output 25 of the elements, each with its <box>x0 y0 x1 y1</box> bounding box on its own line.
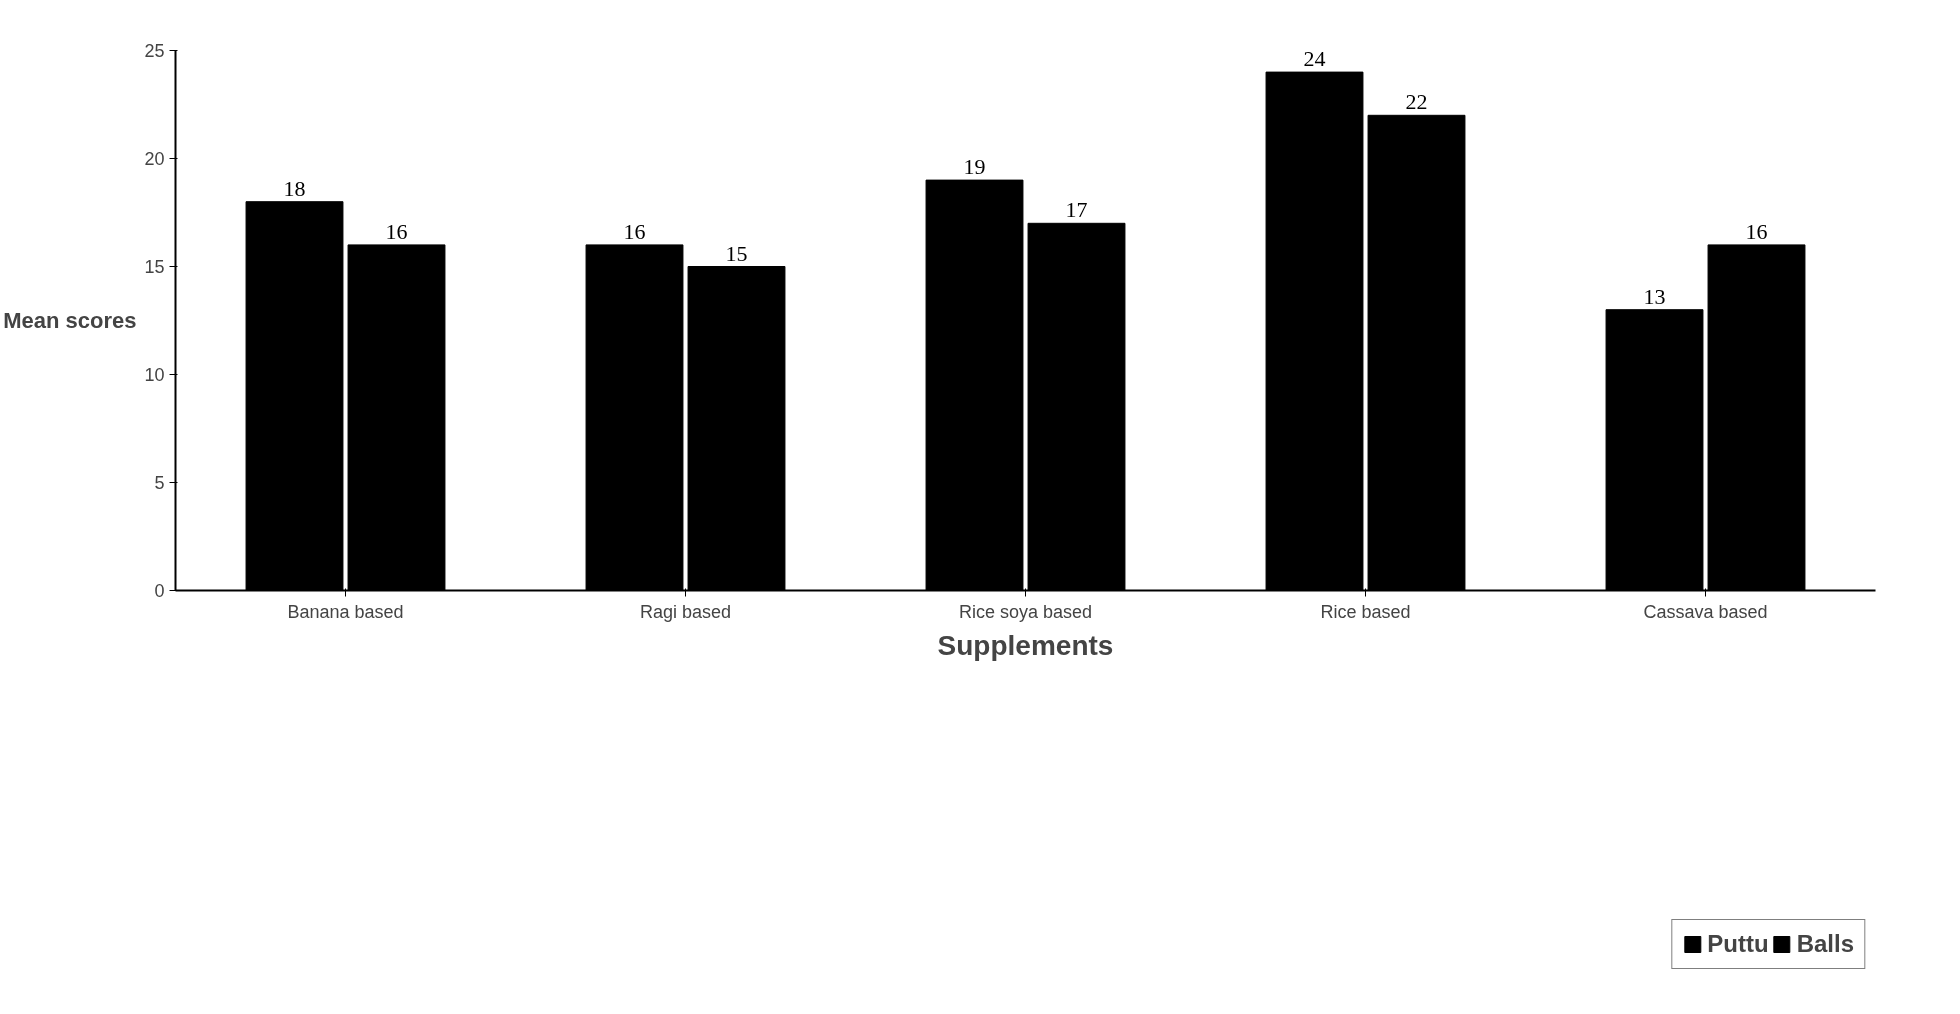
x-tick-label: Rice based <box>1320 601 1411 622</box>
x-tick-label: Ragi based <box>639 601 732 622</box>
x-tick-label: Rice soya based <box>958 601 1093 622</box>
data-label: 18 <box>283 175 306 201</box>
y-tick-label: 15 <box>144 257 165 277</box>
y-axis-title: Mean scores <box>3 308 137 333</box>
data-label: 16 <box>623 218 646 244</box>
data-label: 16 <box>385 218 408 244</box>
data-label: 13 <box>1643 283 1666 309</box>
legend-label: Balls <box>1796 930 1854 958</box>
data-label: 16 <box>1745 218 1768 244</box>
x-axis-title: Supplements <box>937 629 1114 661</box>
legend-label: Puttu <box>1707 930 1769 958</box>
data-label: 17 <box>1065 197 1088 223</box>
data-label: 24 <box>1303 46 1326 72</box>
y-tick-label: 0 <box>154 581 165 601</box>
x-tick-label: Banana based <box>287 601 404 622</box>
y-tick-label: 10 <box>144 365 165 385</box>
x-tick-label: Cassava based <box>1643 601 1768 622</box>
data-label: 22 <box>1405 89 1428 115</box>
data-label: 19 <box>963 154 986 180</box>
data-label: 15 <box>725 240 748 266</box>
y-tick-label: 5 <box>154 473 165 493</box>
y-tick-label: 20 <box>144 149 165 169</box>
y-tick-label: 25 <box>144 41 165 61</box>
